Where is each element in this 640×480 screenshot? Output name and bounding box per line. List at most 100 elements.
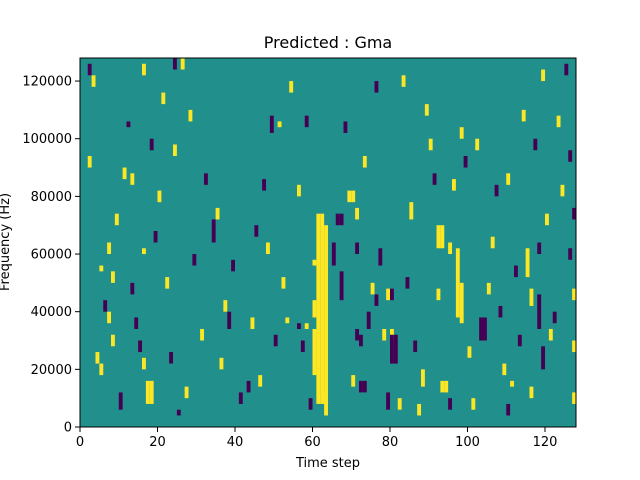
heatmap-cell [169,352,174,364]
heatmap-cell [238,392,243,404]
heatmap-cell [180,58,185,70]
x-tick-label: 80 [382,435,399,450]
heatmap-cell [537,294,542,329]
heatmap-cell [99,363,104,376]
heatmap-cell [370,282,375,295]
heatmap-cell [386,392,391,410]
heatmap-cells [87,58,577,416]
heatmap-cell [103,300,108,312]
heatmap-cell [548,328,553,341]
heatmap-cell [486,282,491,295]
heatmap-cell [440,380,445,393]
heatmap-cell [533,138,538,151]
heatmap-cell [304,115,309,128]
heatmap-cell [161,92,166,105]
heatmap-cell [564,63,569,76]
heatmap-cell [211,219,216,243]
heatmap-cell [335,213,340,226]
heatmap-cell [289,81,294,93]
heatmap-cell [254,225,259,237]
heatmap-cell [568,150,573,162]
heatmap-cell [444,380,449,393]
plot-area [79,57,577,428]
heatmap-cell [153,230,158,243]
heatmap-cell [568,248,573,260]
heatmap-cell [312,259,317,266]
heatmap-cell [432,173,437,185]
heatmap-cell [572,288,577,301]
y-tick-label: 120000 [22,75,72,90]
heatmap-cell [285,317,290,324]
heatmap-cell [145,380,150,404]
heatmap-cell [471,398,476,410]
heatmap-cell [126,121,131,128]
heatmap-cell [122,167,127,180]
y-tick-label: 40000 [31,305,72,320]
heatmap-cell [142,357,146,370]
heatmap-cell [572,392,577,404]
heatmap-cell [324,225,329,404]
heatmap-cell [506,403,511,416]
heatmap-cell [545,213,549,226]
heatmap-cell [525,248,530,278]
heatmap-cell [529,288,534,306]
heatmap-cell [378,248,383,266]
heatmap-cell [467,346,472,358]
heatmap-cell [510,380,515,387]
heatmap-cell [111,334,115,347]
heatmap-cell [517,334,522,347]
x-tick-label: 0 [76,435,84,450]
plot-frame [79,57,577,428]
heatmap-cell [401,75,406,87]
heatmap-cell [138,340,143,353]
x-tick-label: 100 [455,435,480,450]
y-tick-label: 100000 [22,132,72,147]
heatmap-cell [382,328,387,341]
heatmap-cell [541,346,546,370]
heatmap-cell [374,81,379,93]
heatmap-cell [114,213,119,226]
heatmap-cell [374,294,379,306]
heatmap-cell [184,386,189,399]
heatmap-cell [390,334,394,364]
chart-title: Predicted : Gma [264,33,392,52]
heatmap-cell [343,121,348,133]
heatmap-cell [304,323,309,329]
heatmap-cell [459,282,464,324]
heatmap-cell [490,236,495,249]
heatmap-cell [506,173,511,185]
heatmap-cell [359,334,363,347]
heatmap-cell [452,179,456,191]
heatmap-cell [521,109,526,122]
heatmap-cell [219,357,224,370]
heatmap-cell [266,242,270,255]
heatmap-cell [393,334,398,364]
heatmap-cell [173,58,177,70]
heatmap-cell [448,398,453,410]
heatmap-cell [428,138,433,151]
heatmap-cell [324,392,329,416]
y-axis-label: Frequency (Hz) [0,193,13,291]
heatmap-cell [483,317,487,341]
heatmap-cell [118,392,123,410]
heatmap-cell [312,300,317,318]
heatmap-cell [149,380,154,404]
heatmap-cell [273,334,278,347]
heatmap-cell [440,225,445,249]
heatmap-cell [87,156,92,168]
heatmap-cell [215,207,220,220]
heatmap-cell [347,190,352,203]
heatmap-cell [200,328,205,341]
heatmap-cell [390,288,394,301]
heatmap-cell [281,277,286,289]
heatmap-cell [417,403,422,416]
heatmap-cell [339,213,344,226]
heatmap-cell [173,144,177,157]
heatmap-cell [514,265,518,278]
heatmap-cell [390,328,394,341]
x-axis-label: Time step [295,456,360,471]
heatmap-cell [269,115,274,133]
heatmap-cell [142,248,146,255]
heatmap-cell [231,259,236,272]
